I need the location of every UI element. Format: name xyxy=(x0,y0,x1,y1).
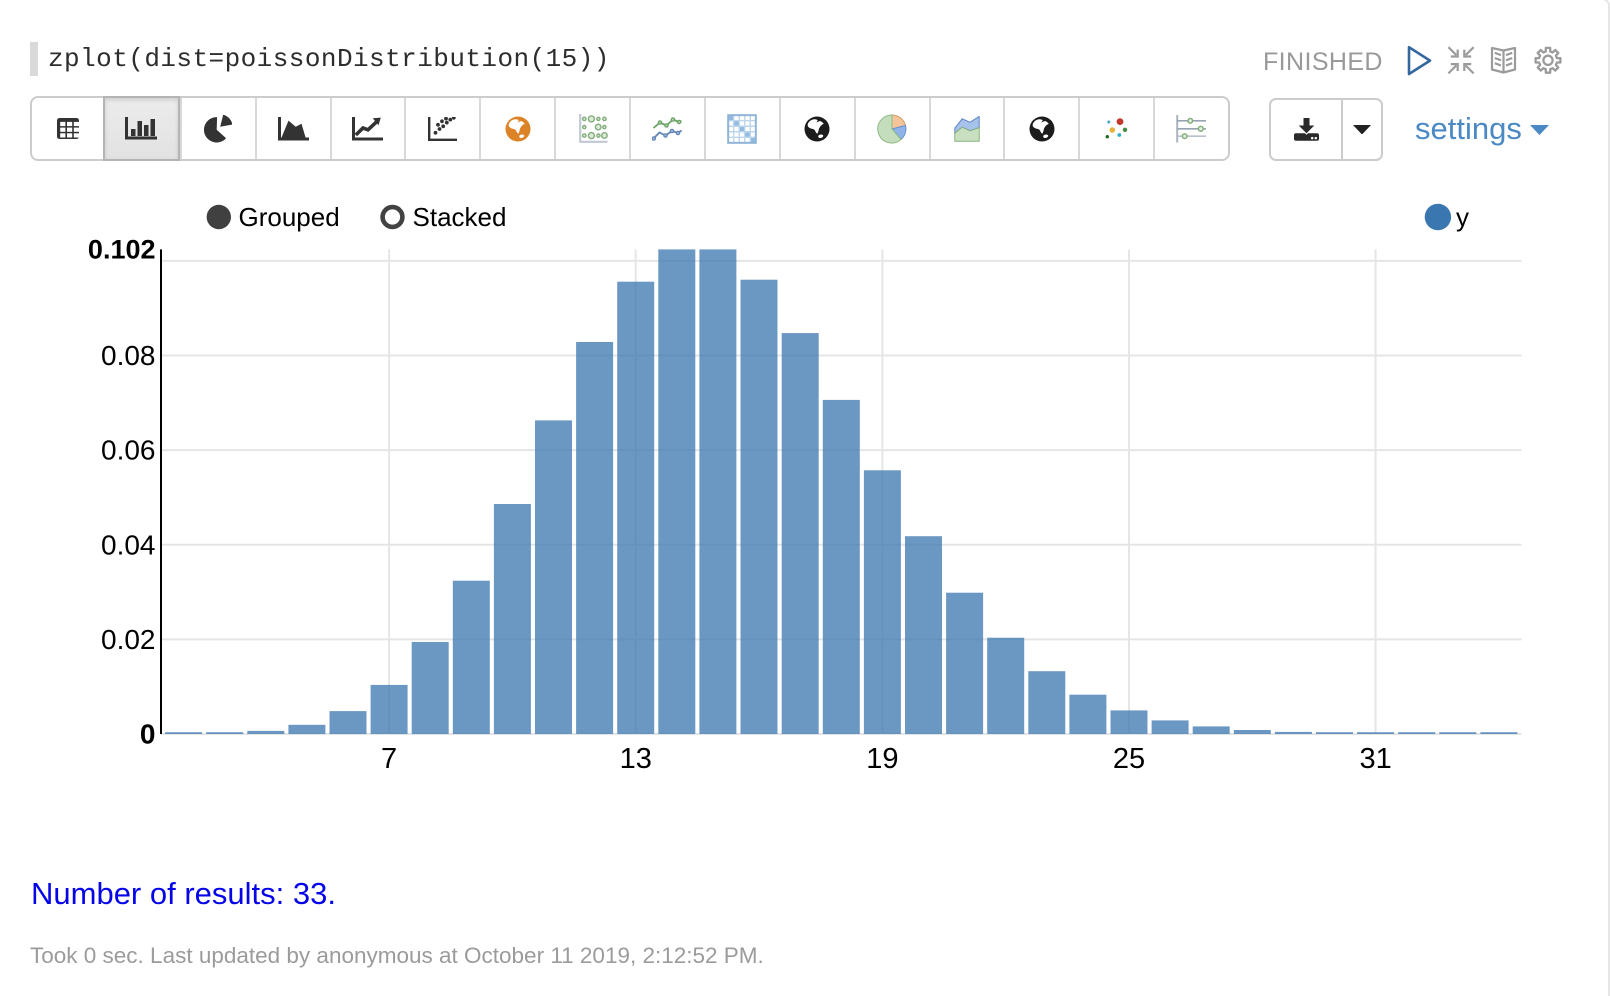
svg-text:7: 7 xyxy=(381,743,397,775)
svg-text:0.02: 0.02 xyxy=(101,624,156,655)
svg-text:31: 31 xyxy=(1359,743,1391,775)
svg-text:y: y xyxy=(1456,202,1469,232)
svg-text:0: 0 xyxy=(140,719,156,750)
svg-text:0.04: 0.04 xyxy=(101,529,156,560)
svg-text:Stacked: Stacked xyxy=(413,202,507,232)
svg-text:25: 25 xyxy=(1113,743,1145,775)
svg-text:0.08: 0.08 xyxy=(101,340,156,371)
svg-text:0.102: 0.102 xyxy=(88,235,156,265)
svg-text:Grouped: Grouped xyxy=(239,202,340,232)
svg-text:13: 13 xyxy=(620,743,652,775)
svg-text:19: 19 xyxy=(866,743,898,775)
svg-text:0.06: 0.06 xyxy=(101,435,156,466)
